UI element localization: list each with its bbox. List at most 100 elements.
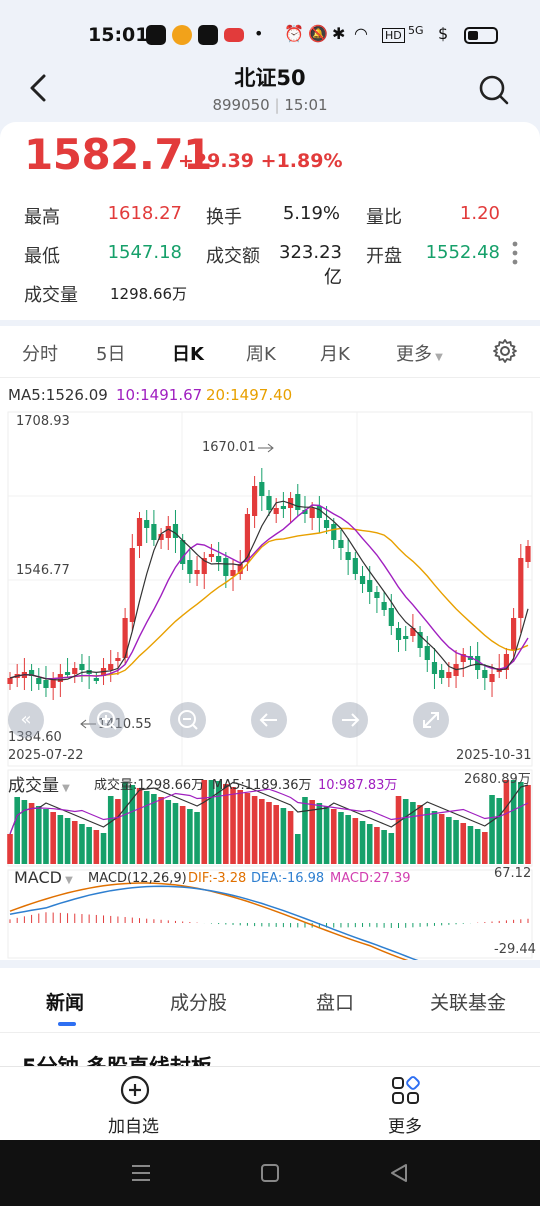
candle-body <box>424 646 430 660</box>
volume-bar <box>64 818 71 864</box>
volume-bar <box>35 806 42 864</box>
y-axis-mid: 1546.77 <box>16 563 70 578</box>
volume-bar <box>474 829 481 864</box>
fullscreen-button[interactable] <box>413 702 449 738</box>
back-triangle-icon[interactable] <box>388 1162 410 1184</box>
candle-body <box>180 540 186 564</box>
douyin-icon <box>146 25 166 45</box>
candle-body <box>431 662 438 674</box>
volume-bar <box>410 802 416 864</box>
zoom-in-button[interactable] <box>89 702 125 738</box>
volume-bar <box>7 834 13 864</box>
volume-bar <box>446 817 452 864</box>
page-subtitle: 899050 | 15:01 <box>212 96 328 114</box>
candle-body <box>280 506 286 509</box>
more-actions-button[interactable]: 更多 <box>384 1074 434 1137</box>
scroll-left-fast-button[interactable]: « <box>8 702 44 738</box>
volume-bar <box>244 793 251 864</box>
volume-bar <box>143 791 150 864</box>
index-code: 899050 <box>212 96 270 114</box>
high-price-marker: 1670.01 <box>202 440 256 455</box>
volume-bar <box>467 826 474 864</box>
candle-body <box>108 664 114 670</box>
volume-indicator-select[interactable]: 成交量 ▼ <box>8 771 70 796</box>
date-end: 2025-10-31 <box>456 748 532 763</box>
scroll-left-button[interactable] <box>251 702 287 738</box>
tab-constituents[interactable]: 成分股 <box>170 992 228 1014</box>
add-watchlist-button[interactable]: 加自选 <box>104 1074 164 1137</box>
amount-value: 323.23亿 <box>279 242 342 288</box>
chart-settings-button[interactable] <box>492 338 518 364</box>
candle-body <box>93 678 99 681</box>
candle-body <box>201 558 207 574</box>
volume-bar <box>366 824 373 864</box>
zoom-out-button[interactable] <box>170 702 206 738</box>
volume-bar <box>71 821 78 864</box>
volume-bar <box>266 802 272 864</box>
volume-legend-value: 成交量:1298.66万 <box>94 778 205 793</box>
kline-chart[interactable] <box>0 378 540 960</box>
candle-body <box>115 658 121 661</box>
candle-body <box>165 526 171 538</box>
current-price: 1582.71 <box>24 130 212 179</box>
volume-bar <box>172 803 179 864</box>
candle-body <box>7 678 13 684</box>
low-price-marker: 1410.55 <box>98 717 152 732</box>
volume-bar <box>431 811 438 864</box>
open-label: 开盘 <box>366 246 402 267</box>
volume-bar <box>93 830 100 864</box>
candle-body <box>79 664 85 670</box>
more-options-button[interactable] <box>510 240 520 266</box>
mute-icon: 🔕 <box>308 24 328 43</box>
tab-monthly-k[interactable]: 月K <box>320 344 350 365</box>
amount-label: 成交额 <box>206 246 260 267</box>
tab-related-funds[interactable]: 关联基金 <box>430 992 507 1014</box>
volume-bar <box>115 799 121 864</box>
ma20-legend: 20:1497.40 <box>206 386 293 404</box>
candle-body <box>43 680 49 688</box>
volume-bar <box>438 814 445 864</box>
toutiao-icon <box>224 28 244 42</box>
volume-bar <box>352 818 359 864</box>
candle-body <box>122 618 128 658</box>
volume-bar <box>338 812 344 864</box>
home-icon[interactable] <box>259 1162 281 1184</box>
dea-line <box>9 885 419 960</box>
candle-body <box>503 654 510 670</box>
candle-body <box>194 570 200 574</box>
candle-body <box>439 670 445 678</box>
candle-body <box>216 556 222 562</box>
tab-5day[interactable]: 5日 <box>96 344 126 365</box>
volume-bar <box>100 833 107 864</box>
high-label: 最高 <box>24 207 60 228</box>
candle-body <box>446 672 452 678</box>
tab-weekly-k[interactable]: 周K <box>246 344 276 365</box>
quote-card <box>0 122 540 320</box>
high-value: 1618.27 <box>107 203 182 224</box>
volume-bar <box>330 809 337 864</box>
caret-down-icon: ▼ <box>61 875 73 886</box>
tab-news[interactable]: 新闻 <box>46 992 85 1014</box>
volume-bar <box>417 805 423 864</box>
tab-order-book[interactable]: 盘口 <box>316 992 355 1014</box>
hd-icon: HD <box>382 28 405 43</box>
scroll-right-button[interactable] <box>332 702 368 738</box>
candle-body <box>158 534 164 540</box>
gear-icon <box>493 339 517 363</box>
tab-daily-k[interactable]: 日K <box>172 344 204 365</box>
menu-icon[interactable] <box>130 1162 152 1184</box>
volume-bar <box>280 808 287 864</box>
y-axis-bottom: 1384.60 <box>8 730 62 745</box>
search-button[interactable] <box>476 72 512 108</box>
shield-dollar-icon: $ <box>438 24 449 43</box>
macd-indicator-select[interactable]: MACD ▼ <box>14 868 73 887</box>
tab-intraday[interactable]: 分时 <box>22 344 58 365</box>
tab-more[interactable]: 更多 ▼ <box>396 340 443 366</box>
candle-body <box>338 540 344 548</box>
battery-icon <box>464 27 498 44</box>
volume-bar <box>79 824 85 864</box>
candle-body <box>208 554 215 557</box>
caret-down-icon: ▼ <box>432 352 443 363</box>
back-button[interactable] <box>24 70 54 106</box>
macd-min: -29.44 <box>494 942 536 957</box>
